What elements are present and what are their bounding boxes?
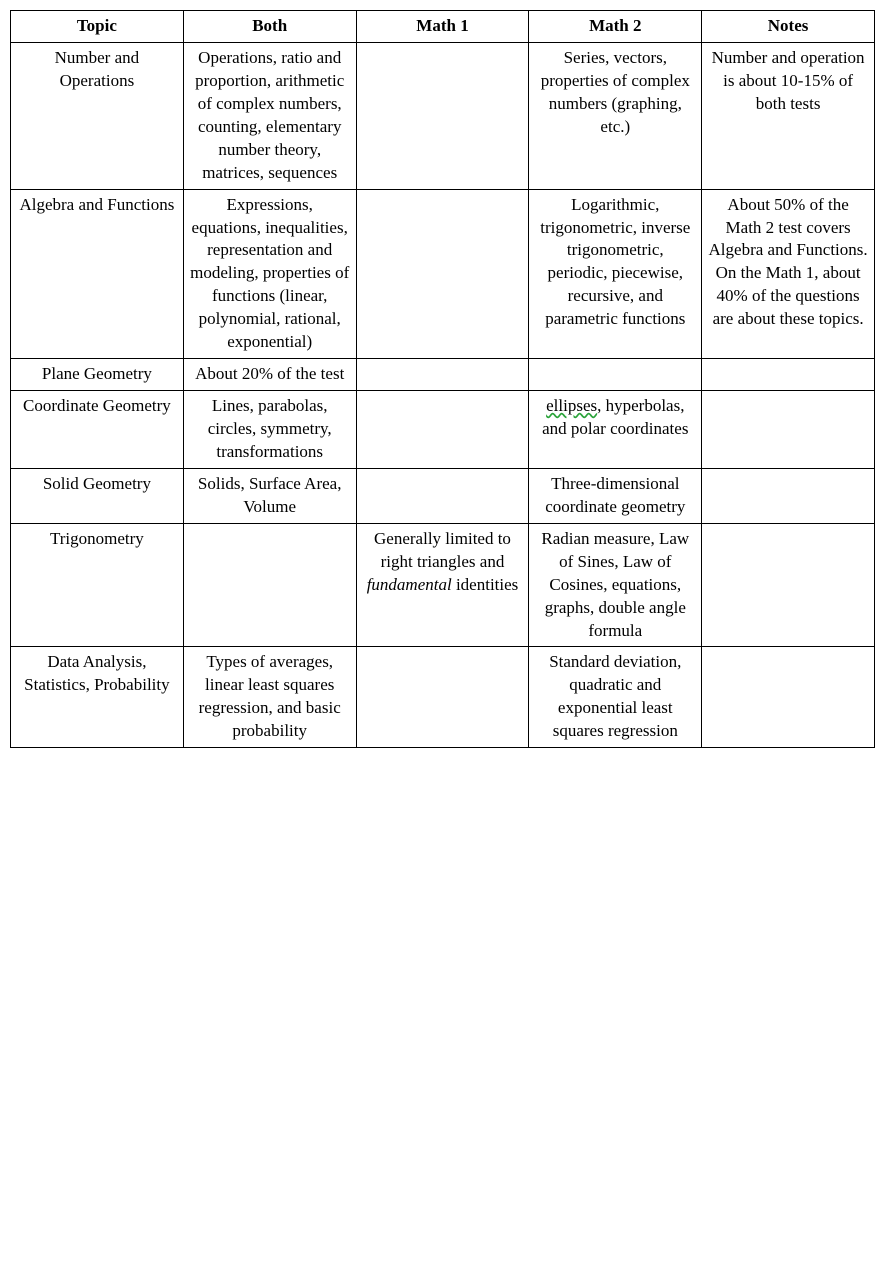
cell-math1: Generally limited to right triangles and… [356,523,529,647]
col-notes: Notes [702,11,875,43]
cell-math2: Radian measure, Law of Sines, Law of Cos… [529,523,702,647]
cell-math1 [356,189,529,359]
cell-notes: Number and operation is about 10-15% of … [702,42,875,189]
cell-topic: Coordinate Geometry [11,391,184,469]
cell-math2 [529,359,702,391]
cell-topic: Plane Geometry [11,359,184,391]
cell-math1 [356,647,529,748]
cell-both: Solids, Surface Area, Volume [183,468,356,523]
cell-notes [702,468,875,523]
table-header-row: Topic Both Math 1 Math 2 Notes [11,11,875,43]
col-math1: Math 1 [356,11,529,43]
cell-both [183,523,356,647]
col-math2: Math 2 [529,11,702,43]
cell-both: Operations, ratio and proportion, arithm… [183,42,356,189]
table-row: Coordinate Geometry Lines, parabolas, ci… [11,391,875,469]
cell-both: Lines, parabolas, circles, symmetry, tra… [183,391,356,469]
cell-topic: Solid Geometry [11,468,184,523]
cell-notes [702,359,875,391]
cell-notes [702,391,875,469]
table-row: Plane Geometry About 20% of the test [11,359,875,391]
cell-both: Types of averages, linear least squares … [183,647,356,748]
cell-math1 [356,42,529,189]
cell-math2: Standard deviation, quadratic and expone… [529,647,702,748]
cell-math1 [356,359,529,391]
cell-both: About 20% of the test [183,359,356,391]
table-row: Number and Operations Operations, ratio … [11,42,875,189]
table-row: Solid Geometry Solids, Surface Area, Vol… [11,468,875,523]
cell-topic: Number and Operations [11,42,184,189]
cell-math2: Three-dimensional coordinate geometry [529,468,702,523]
cell-math2: Logarithmic, trigonometric, inverse trig… [529,189,702,359]
cell-topic: Data Analysis, Statistics, Probability [11,647,184,748]
cell-both: Expressions, equations, inequalities, re… [183,189,356,359]
col-topic: Topic [11,11,184,43]
cell-topic: Algebra and Functions [11,189,184,359]
cell-notes: About 50% of the Math 2 test covers Alge… [702,189,875,359]
comparison-table: Topic Both Math 1 Math 2 Notes Number an… [10,10,875,748]
cell-math1 [356,391,529,469]
cell-math2: Series, vectors, properties of complex n… [529,42,702,189]
cell-notes [702,523,875,647]
italic-text: fundamental [367,575,452,594]
cell-text: Generally limited to right triangles and [374,529,511,571]
table-row: Trigonometry Generally limited to right … [11,523,875,647]
table-row: Data Analysis, Statistics, Probability T… [11,647,875,748]
cell-math1 [356,468,529,523]
spellcheck-text: ellipses [546,396,597,415]
col-both: Both [183,11,356,43]
cell-math2: ellipses, hyperbolas, and polar coordina… [529,391,702,469]
table-row: Algebra and Functions Expressions, equat… [11,189,875,359]
cell-notes [702,647,875,748]
cell-topic: Trigonometry [11,523,184,647]
cell-text: identities [452,575,519,594]
